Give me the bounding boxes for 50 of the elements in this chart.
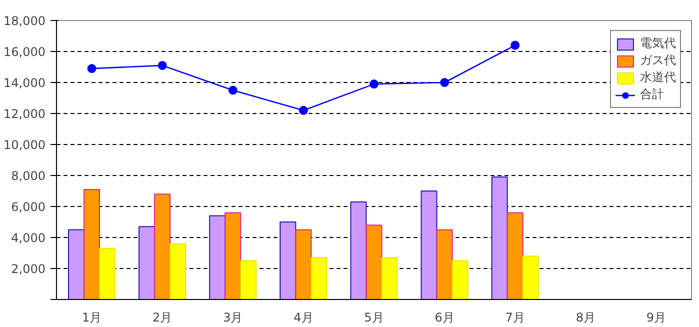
bar	[240, 260, 257, 300]
legend-label: 電気代	[640, 35, 676, 52]
legend-label: ガス代	[640, 52, 676, 69]
bar	[381, 257, 398, 300]
y-tick-label: 4,000	[11, 231, 46, 245]
bar	[436, 229, 453, 300]
bar	[350, 201, 367, 300]
point	[298, 106, 308, 115]
y-tick-label: 6,000	[11, 200, 46, 214]
y-tick-label: 8,000	[11, 169, 46, 183]
y-tick-label: 18,000	[4, 14, 46, 28]
y-tick-label: 16,000	[4, 45, 46, 59]
bar	[295, 229, 312, 300]
x-tick-label: 7月	[505, 310, 525, 324]
bar	[366, 224, 382, 300]
x-tick-label: 1月	[82, 310, 102, 324]
bar	[310, 257, 328, 300]
bar	[99, 248, 116, 300]
x-tick-label: 5月	[364, 310, 384, 324]
bar	[154, 194, 171, 300]
y-tick-label: 2,000	[11, 262, 46, 276]
bar	[491, 176, 508, 300]
legend-label: 水道代	[640, 69, 676, 86]
x-tick-label: 9月	[646, 310, 666, 324]
bar	[280, 222, 296, 300]
point	[87, 64, 96, 74]
bar	[420, 190, 438, 300]
bar	[522, 256, 539, 300]
point	[370, 80, 378, 89]
x-tick-label: 8月	[576, 310, 596, 324]
y-tick-label: 10,000	[4, 138, 46, 152]
x-tick-label: 4月	[294, 310, 314, 324]
bar	[170, 243, 186, 300]
bar	[68, 229, 85, 300]
bar	[506, 212, 524, 300]
bar	[138, 226, 156, 300]
bar	[452, 260, 468, 300]
point	[440, 78, 450, 87]
point	[510, 40, 520, 50]
x-tick-label: 2月	[152, 310, 172, 324]
bar	[84, 188, 100, 300]
legend-label: 合計	[640, 86, 664, 103]
bar	[209, 215, 226, 300]
point	[228, 86, 238, 95]
y-tick-label: 12,000	[4, 107, 46, 121]
y-tick-label: 14,000	[4, 76, 46, 90]
x-tick-label: 3月	[223, 310, 243, 324]
bar	[224, 212, 242, 300]
x-tick-label: 6月	[434, 310, 454, 324]
point	[158, 60, 167, 70]
